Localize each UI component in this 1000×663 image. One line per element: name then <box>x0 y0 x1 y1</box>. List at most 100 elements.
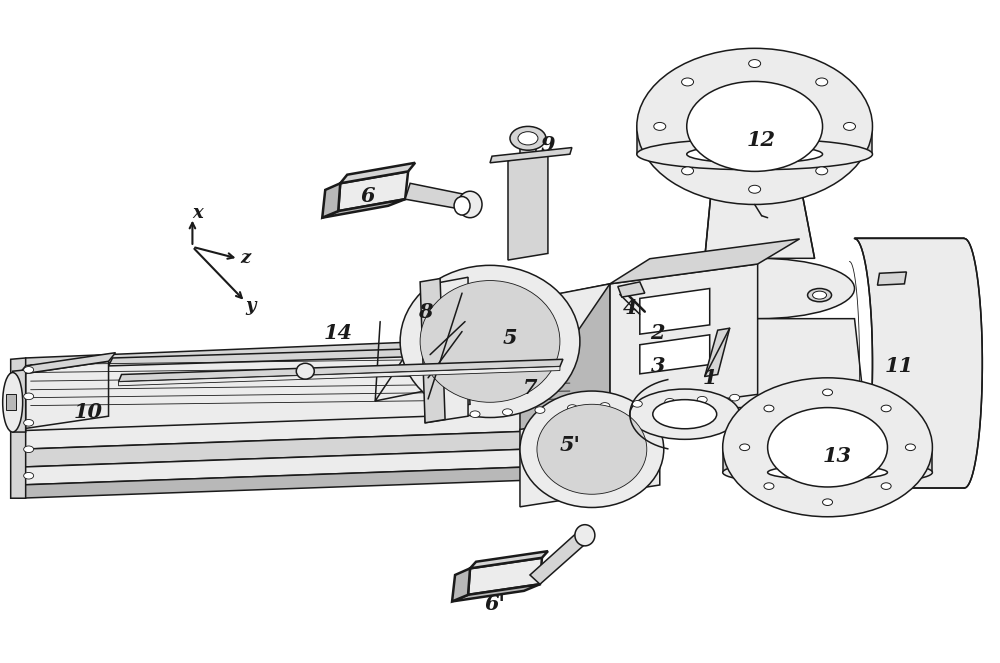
Text: 4: 4 <box>623 298 637 318</box>
Polygon shape <box>440 385 758 423</box>
Polygon shape <box>452 568 470 601</box>
Polygon shape <box>322 199 405 217</box>
Circle shape <box>24 446 34 453</box>
Text: 14: 14 <box>324 323 353 343</box>
Ellipse shape <box>665 259 855 319</box>
Ellipse shape <box>630 389 740 440</box>
Ellipse shape <box>575 524 595 546</box>
Circle shape <box>665 398 675 405</box>
Circle shape <box>600 402 610 409</box>
Circle shape <box>823 389 833 396</box>
Polygon shape <box>109 345 548 366</box>
Polygon shape <box>508 153 548 260</box>
Circle shape <box>24 393 34 400</box>
Circle shape <box>881 483 891 489</box>
Polygon shape <box>322 183 340 217</box>
Circle shape <box>740 444 750 451</box>
Circle shape <box>535 407 545 413</box>
Polygon shape <box>530 530 590 584</box>
Text: 13: 13 <box>823 446 852 466</box>
Ellipse shape <box>687 145 823 163</box>
Polygon shape <box>420 278 445 423</box>
Circle shape <box>24 420 34 426</box>
Circle shape <box>518 132 538 145</box>
Ellipse shape <box>296 363 314 379</box>
Circle shape <box>730 394 740 401</box>
Polygon shape <box>19 361 109 430</box>
Circle shape <box>723 378 932 516</box>
Polygon shape <box>13 370 26 432</box>
Polygon shape <box>375 284 610 401</box>
Polygon shape <box>470 551 548 568</box>
Circle shape <box>502 409 512 416</box>
Circle shape <box>24 367 34 373</box>
Circle shape <box>510 127 546 151</box>
Circle shape <box>823 499 833 505</box>
Text: 5: 5 <box>503 328 517 348</box>
Polygon shape <box>877 272 906 285</box>
Polygon shape <box>640 288 710 334</box>
Polygon shape <box>338 172 408 211</box>
Text: x: x <box>192 204 203 222</box>
Polygon shape <box>665 319 864 408</box>
Circle shape <box>637 48 872 204</box>
Circle shape <box>632 400 642 407</box>
Ellipse shape <box>808 288 832 302</box>
Polygon shape <box>19 353 116 375</box>
Polygon shape <box>705 154 815 259</box>
Polygon shape <box>490 148 572 163</box>
Circle shape <box>470 411 480 418</box>
Text: 3: 3 <box>651 356 665 376</box>
Polygon shape <box>610 239 800 284</box>
Ellipse shape <box>420 280 560 402</box>
Ellipse shape <box>637 139 872 170</box>
Circle shape <box>682 78 694 86</box>
Circle shape <box>816 78 828 86</box>
Polygon shape <box>610 264 758 414</box>
Ellipse shape <box>723 460 932 485</box>
Ellipse shape <box>520 391 664 507</box>
Polygon shape <box>340 163 415 183</box>
Polygon shape <box>430 312 470 411</box>
Circle shape <box>749 185 761 193</box>
Ellipse shape <box>400 265 580 418</box>
Polygon shape <box>723 448 932 473</box>
Text: 1: 1 <box>702 368 717 388</box>
Polygon shape <box>19 346 580 432</box>
Text: 11: 11 <box>885 356 914 376</box>
Ellipse shape <box>768 465 887 479</box>
Circle shape <box>905 444 915 451</box>
Circle shape <box>687 82 823 172</box>
Text: 2: 2 <box>651 323 665 343</box>
Text: y: y <box>245 298 256 316</box>
Polygon shape <box>640 335 710 374</box>
Polygon shape <box>452 584 540 601</box>
Circle shape <box>881 405 891 412</box>
Circle shape <box>654 123 666 131</box>
Circle shape <box>816 167 828 175</box>
Ellipse shape <box>454 196 470 215</box>
Polygon shape <box>6 394 16 410</box>
Circle shape <box>764 405 774 412</box>
Circle shape <box>697 396 707 403</box>
Text: 6': 6' <box>485 594 505 614</box>
Polygon shape <box>705 328 730 377</box>
Polygon shape <box>19 411 580 450</box>
Text: 7: 7 <box>523 378 537 398</box>
Polygon shape <box>19 448 580 485</box>
Polygon shape <box>119 367 560 386</box>
Polygon shape <box>637 127 872 154</box>
Polygon shape <box>520 284 610 431</box>
Ellipse shape <box>653 400 717 429</box>
Circle shape <box>764 483 774 489</box>
Polygon shape <box>520 408 660 507</box>
Polygon shape <box>405 183 472 210</box>
Ellipse shape <box>3 373 23 432</box>
Circle shape <box>682 167 694 175</box>
Polygon shape <box>19 335 588 371</box>
Ellipse shape <box>813 291 827 299</box>
Polygon shape <box>520 139 536 154</box>
Text: z: z <box>240 249 250 267</box>
Text: 12: 12 <box>747 130 776 150</box>
Circle shape <box>768 408 887 487</box>
